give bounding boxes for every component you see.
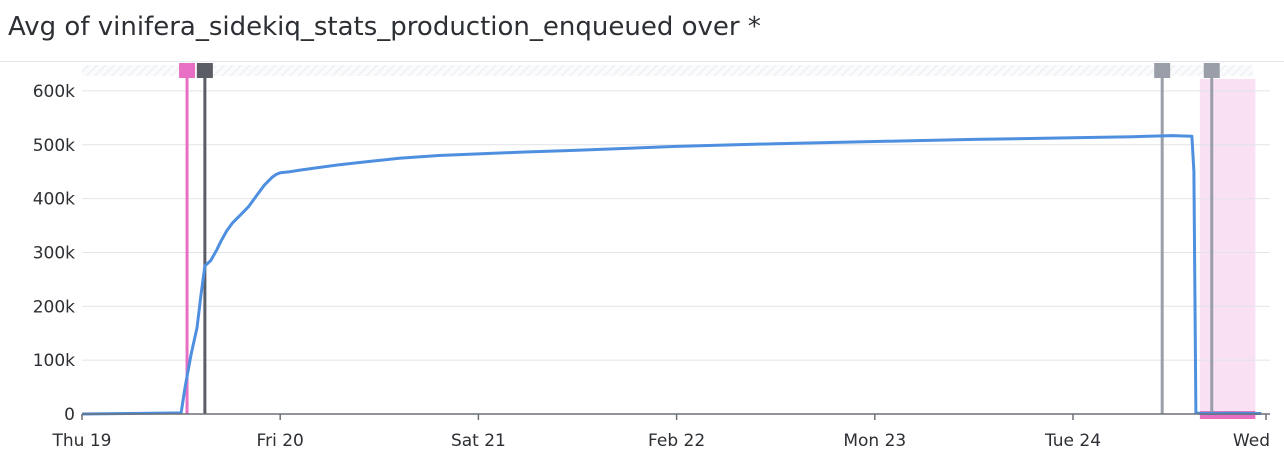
y-axis: 0 100k 200k 300k 400k 500k 600k	[33, 82, 75, 425]
series-line[interactable]	[81, 134, 1262, 416]
y-tick-label: 400k	[33, 190, 75, 210]
pink-marker-flag	[179, 63, 196, 78]
y-tick-label: 300k	[33, 243, 75, 263]
x-axis: Thu 19 Fri 20 Sat 21 Feb 22 Mon 23 Tue 24 Wed	[52, 413, 1270, 451]
x-tick-label: Tue 24	[1044, 431, 1101, 451]
x-tick-label: Wed	[1233, 431, 1270, 451]
gray-marker-flag	[1203, 63, 1220, 78]
event-markers[interactable]	[179, 63, 1220, 414]
gray-event-marker[interactable]	[1203, 63, 1220, 414]
widget-title: Avg of vinifera_sidekiq_stats_production…	[8, 12, 761, 42]
y-tick-label: 100k	[33, 351, 75, 371]
x-tick-label: Fri 20	[257, 431, 304, 451]
y-tick-label: 600k	[33, 82, 75, 102]
highlight-band	[1199, 79, 1256, 414]
x-tick-label: Sat 21	[451, 431, 506, 451]
x-tick-label: Mon 23	[843, 431, 906, 451]
pink-event-marker[interactable]	[179, 63, 196, 414]
grid-lines	[82, 90, 1270, 361]
deploy-event-marker[interactable]	[196, 63, 213, 414]
y-tick-label: 500k	[33, 136, 75, 156]
event-overlay-strip	[82, 65, 1253, 76]
event-strip-hatch	[82, 65, 1253, 76]
gray-marker-flag	[1154, 63, 1171, 78]
y-tick-label: 0	[64, 405, 75, 425]
x-tick-label: Feb 22	[648, 431, 705, 451]
gray-event-marker[interactable]	[1154, 63, 1171, 414]
highlight-band-layer	[1199, 79, 1256, 419]
deploy-marker-flag	[196, 63, 213, 78]
x-tick-label: Thu 19	[52, 431, 112, 451]
widget-header: Avg of vinifera_sidekiq_stats_production…	[0, 0, 1284, 62]
y-tick-label: 200k	[33, 297, 75, 317]
series-layer[interactable]	[81, 134, 1262, 416]
highlight-band-footer	[1199, 411, 1256, 419]
